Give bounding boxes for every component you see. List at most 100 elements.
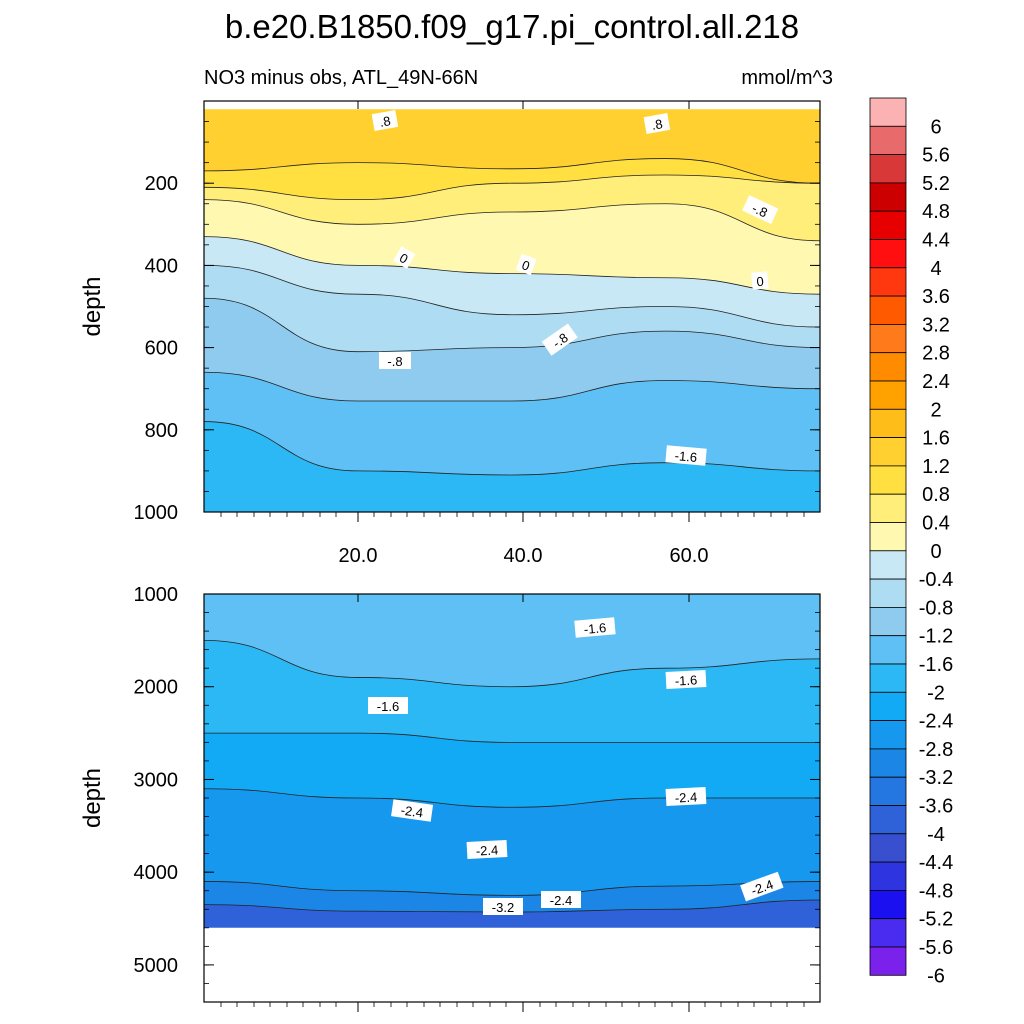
upper-contour-label: -.8 <box>379 352 411 369</box>
upper-band-5 <box>204 265 820 352</box>
colorbar-swatch <box>869 465 907 495</box>
colorbar-swatch <box>869 946 907 976</box>
colorbar-unit-label: mmol/m^3 <box>741 67 833 89</box>
chart-title: b.e20.B1850.f09_g17.pi_control.all.218 <box>225 8 799 45</box>
colorbar-swatch <box>869 125 907 156</box>
upper-band-3 <box>204 199 820 295</box>
upper-contour-label: 0 <box>393 246 416 269</box>
colorbar-swatch <box>869 408 907 438</box>
colorbar-level-label: -0.4 <box>919 569 953 591</box>
svg-text:-2.4: -2.4 <box>400 803 424 821</box>
lower-band-2 <box>204 733 820 808</box>
lower-contour-label: -1.6 <box>574 617 616 638</box>
lower-contour-label: -2.4 <box>740 871 784 902</box>
colorbar-swatch <box>869 550 907 580</box>
colorbar-level-label: 2.8 <box>922 343 950 365</box>
colorbar-level-label: 5.6 <box>922 145 950 167</box>
upper-panel: 200 400 600 800 1000 20.0 40.0 60.0 depth .8 .8 -.8… <box>79 100 821 567</box>
lower-band-1 <box>204 640 820 743</box>
upper-contour-label: -.8 <box>742 195 779 225</box>
colorbar-level-label: -4.4 <box>919 852 953 874</box>
upper-contour-label: 0 <box>515 253 537 276</box>
lower-y-axis-label: depth <box>79 768 106 828</box>
colorbar-level-label: 1.6 <box>922 428 950 450</box>
lower-band-4 <box>204 881 820 913</box>
upper-contour-line-6 <box>204 297 820 353</box>
svg-text:-2.4: -2.4 <box>550 893 572 908</box>
upper-band-7 <box>204 372 820 476</box>
colorbar-level-label: -3.6 <box>919 796 953 818</box>
upper-contour-fills <box>204 109 820 512</box>
colorbar-swatch <box>869 635 907 665</box>
upper-y-axis-label: depth <box>79 276 106 336</box>
upper-contour-label: -.8 <box>541 323 578 356</box>
upper-contour-line-1 <box>204 158 820 184</box>
svg-text:.8: .8 <box>378 113 391 130</box>
colorbar-level-label: -2.4 <box>919 711 953 733</box>
lower-y-tick-label: 4000 <box>134 862 179 884</box>
colorbar-level-label: 0.8 <box>922 484 950 506</box>
upper-band-1 <box>204 158 820 200</box>
colorbar-swatch <box>869 352 907 382</box>
svg-text:.8: .8 <box>650 116 663 133</box>
colorbar-level-label: 3.6 <box>922 286 950 308</box>
colorbar-level-label: -1.6 <box>919 654 953 676</box>
upper-y-tick-label: 1000 <box>134 502 179 524</box>
lower-contour-label: -2.4 <box>665 786 707 807</box>
lower-contour-label: -3.2 <box>483 898 523 915</box>
svg-text:-1.6: -1.6 <box>674 672 697 688</box>
lower-panel: 1000 2000 3000 4000 5000 depth -1.6 -1.6 -1.6 -2.… <box>79 584 821 1012</box>
colorbar-swatch <box>869 833 907 863</box>
svg-text:-3.2: -3.2 <box>492 900 514 915</box>
upper-x-tick-label: 40.0 <box>504 545 543 567</box>
colorbar-swatch <box>869 776 907 806</box>
lower-contour-label: -2.4 <box>541 891 581 908</box>
colorbar-level-label: -4.8 <box>919 880 953 902</box>
colorbar-swatch <box>869 578 907 608</box>
lower-contour-label: -2.4 <box>466 839 508 860</box>
colorbar-level-label: -5.2 <box>919 909 953 931</box>
upper-contour-line-2 <box>204 174 820 201</box>
lower-contour-fills <box>204 594 820 1002</box>
svg-text:-.8: -.8 <box>387 354 402 369</box>
colorbar-level-label: 0.4 <box>922 513 950 535</box>
colorbar-swatch <box>869 918 907 948</box>
upper-x-tick-label: 20.0 <box>339 545 378 567</box>
svg-text:-.8: -.8 <box>750 200 770 220</box>
upper-contour-line-4 <box>204 236 820 295</box>
colorbar-level-label: 4 <box>930 258 941 280</box>
colorbar-level-label: -1.2 <box>919 626 953 648</box>
colorbar-swatch <box>869 210 907 240</box>
upper-y-tick-label: 600 <box>145 338 178 360</box>
svg-text:-1.6: -1.6 <box>377 699 399 714</box>
lower-no-data-region <box>204 927 820 1002</box>
upper-panel-subtitle: NO3 minus obs, ATL_49N-66N <box>204 67 478 89</box>
upper-y-tick-label: 800 <box>145 420 178 442</box>
upper-contour-line-3 <box>204 199 820 242</box>
colorbar-level-label: 3.2 <box>922 314 950 336</box>
upper-band-4 <box>204 236 820 328</box>
colorbar-level-label: 0 <box>930 541 941 563</box>
upper-contour-label: .8 <box>643 113 671 134</box>
lower-band-0 <box>204 594 820 687</box>
svg-text:-.8: -.8 <box>550 330 571 351</box>
upper-contour-label: -1.6 <box>665 445 707 466</box>
colorbar-swatch <box>869 239 907 269</box>
colorbar-swatch <box>869 437 907 467</box>
colorbar-level-label: 5.2 <box>922 173 950 195</box>
svg-text:-2.4: -2.4 <box>674 789 697 805</box>
colorbar-level-label: -2.8 <box>919 739 953 761</box>
colorbar-level-label: 4.4 <box>922 230 950 252</box>
colorbar-swatch <box>869 182 907 212</box>
lower-y-tick-label: 5000 <box>134 955 179 977</box>
lower-contour-line-2 <box>204 732 820 743</box>
colorbar-swatch <box>869 493 907 523</box>
colorbar-swatch <box>869 607 907 637</box>
colorbar-swatch <box>869 380 907 410</box>
colorbar-level-label: -0.8 <box>919 597 953 619</box>
svg-text:-1.6: -1.6 <box>583 620 607 637</box>
colorbar-swatch <box>869 890 907 920</box>
upper-band-8 <box>204 421 820 512</box>
colorbar-swatch <box>869 267 907 297</box>
